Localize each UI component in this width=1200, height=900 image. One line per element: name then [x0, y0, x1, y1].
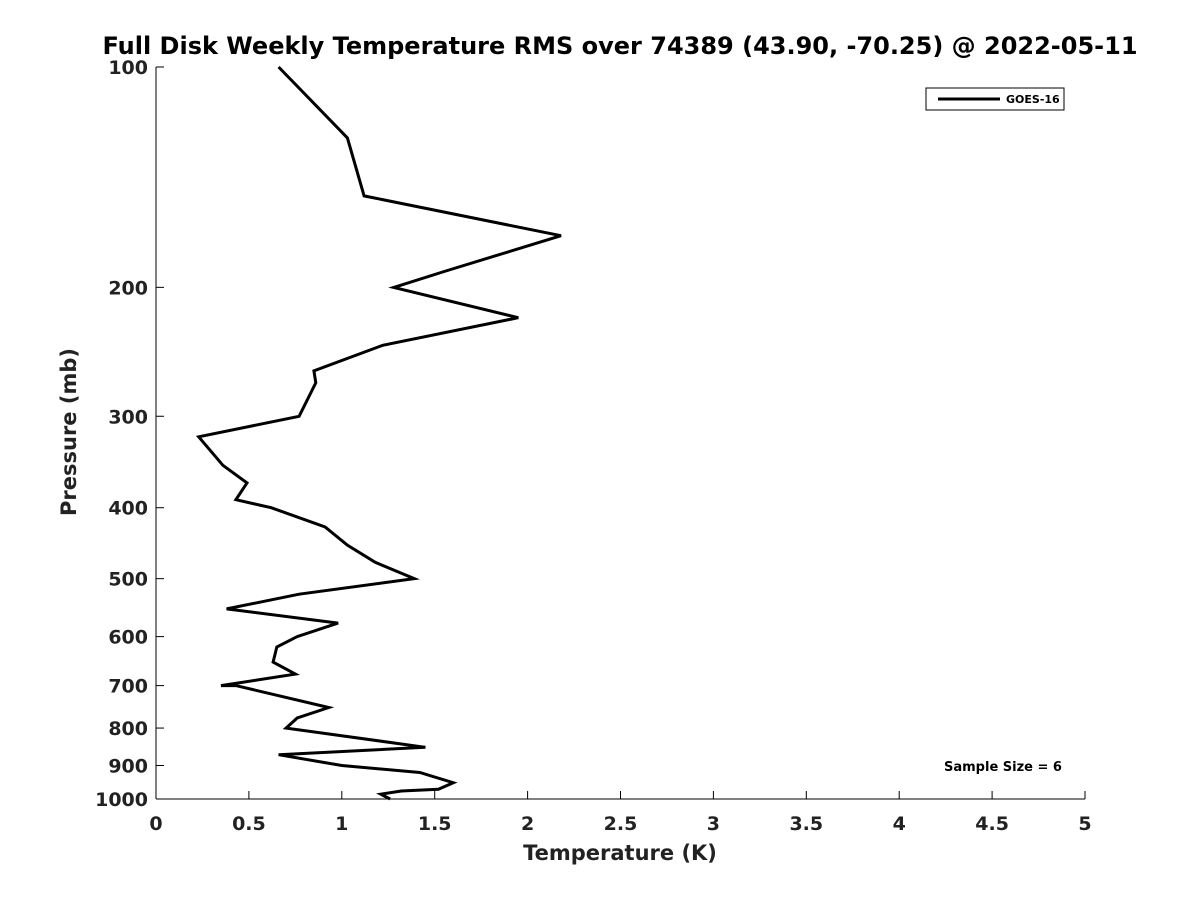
y-axis-label: Pressure (mb): [57, 348, 81, 516]
y-tick-label: 500: [108, 569, 148, 591]
x-tick-label: 2.5: [604, 813, 638, 835]
x-tick-label: 4.5: [975, 813, 1009, 835]
x-tick-label: 2: [521, 813, 534, 835]
x-tick-label: 5: [1078, 813, 1091, 835]
x-tick-label: 1: [335, 813, 348, 835]
y-tick-label: 600: [108, 627, 148, 649]
x-tick-label: 3: [707, 813, 720, 835]
y-tick-label: 800: [108, 718, 148, 740]
series-layer: [195, 65, 562, 801]
x-axis-ticks: 0 0.5 1 1.5 2 2.5 3 3.5 4 4.5 5: [149, 791, 1092, 835]
legend: GOES-16: [925, 87, 1065, 111]
sample-size-annotation: Sample Size = 6: [944, 760, 1062, 775]
x-tick-label: 3.5: [789, 813, 823, 835]
chart-title: Full Disk Weekly Temperature RMS over 74…: [102, 32, 1137, 60]
y-axis-ticks: 100 200 300 400 500 600 700 800 900 1000: [95, 57, 164, 811]
series-line-goes-16: [195, 65, 562, 801]
y-tick-label: 200: [108, 277, 148, 299]
legend-entry-goes-16: GOES-16: [1006, 93, 1060, 106]
x-tick-label: 0: [149, 813, 162, 835]
y-tick-label: 400: [108, 498, 148, 520]
plot-area: [155, 67, 1085, 800]
y-tick-label: 1000: [95, 789, 148, 811]
x-tick-label: 4: [893, 813, 906, 835]
x-tick-label: 1.5: [418, 813, 452, 835]
y-tick-label: 100: [108, 57, 148, 79]
y-tick-label: 700: [108, 676, 148, 698]
x-tick-label: 0.5: [232, 813, 266, 835]
y-tick-label: 300: [108, 406, 148, 428]
x-axis-label: Temperature (K): [523, 841, 717, 865]
y-tick-label: 900: [108, 756, 148, 778]
